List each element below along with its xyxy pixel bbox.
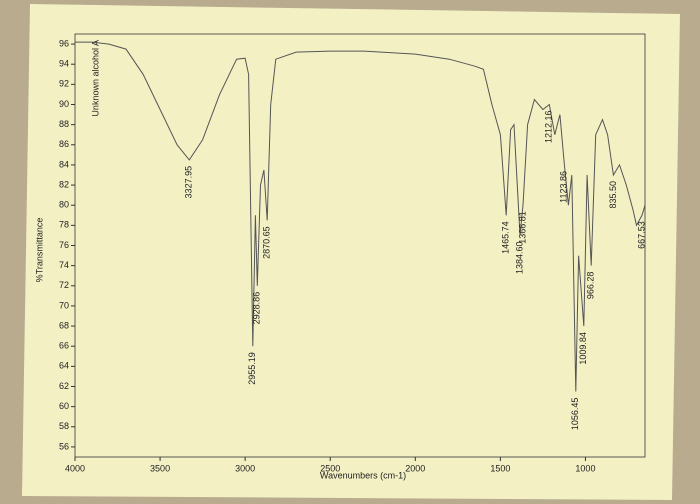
peak-label: 1465.74 [501, 221, 511, 254]
peak-label: 1056.45 [570, 398, 580, 431]
y-tick-label: 68 [59, 320, 69, 330]
y-tick-label: 96 [59, 38, 69, 48]
y-tick-label: 92 [59, 79, 69, 89]
peak-label: 1009.84 [578, 332, 588, 365]
peak-label: 835.50 [608, 181, 618, 209]
y-tick-label: 74 [59, 260, 69, 270]
peak-label: 1123.86 [559, 171, 569, 203]
peak-label: 2928.86 [252, 292, 262, 325]
x-tick-label: 1000 [575, 463, 595, 473]
x-tick-label: 3500 [150, 463, 170, 473]
peak-label: 1366.81 [517, 211, 527, 244]
y-tick-label: 84 [59, 159, 69, 169]
spectrum-line [75, 41, 646, 392]
peak-label: 966.28 [586, 272, 596, 300]
y-tick-label: 58 [59, 421, 69, 431]
y-tick-label: 64 [59, 361, 69, 371]
x-tick-label: 2000 [405, 463, 425, 473]
y-tick-label: 94 [59, 59, 69, 69]
y-tick-label: 56 [59, 441, 69, 451]
y-axis-title: %Transmittance [34, 218, 44, 283]
peak-label: 667.53 [636, 221, 646, 249]
x-tick-label: 1500 [490, 463, 510, 473]
paper [22, 4, 680, 500]
chart-title: Unknown alcohol A [90, 40, 100, 117]
peak-label: 2955.19 [247, 352, 257, 385]
y-tick-label: 62 [59, 381, 69, 391]
y-tick-label: 70 [59, 300, 69, 310]
y-tick-label: 82 [59, 179, 69, 189]
peak-label: 1384.60 [514, 241, 524, 274]
y-tick-label: 86 [59, 139, 69, 149]
x-tick-label: 2500 [320, 463, 340, 473]
x-tick-label: 4000 [65, 463, 85, 473]
y-tick-label: 60 [59, 401, 69, 411]
x-tick-label: 3000 [235, 463, 255, 473]
y-tick-label: 66 [59, 341, 69, 351]
peak-label: 2870.65 [262, 226, 272, 259]
y-tick-label: 80 [59, 200, 69, 210]
y-tick-label: 90 [59, 99, 69, 109]
y-tick-label: 76 [59, 240, 69, 250]
y-tick-label: 72 [59, 280, 69, 290]
y-tick-label: 78 [59, 220, 69, 230]
peak-label: 1212.16 [544, 111, 554, 144]
peak-label: 3327.95 [184, 166, 194, 199]
y-tick-label: 88 [59, 119, 69, 129]
x-axis-title: Wavenumbers (cm-1) [320, 470, 406, 480]
